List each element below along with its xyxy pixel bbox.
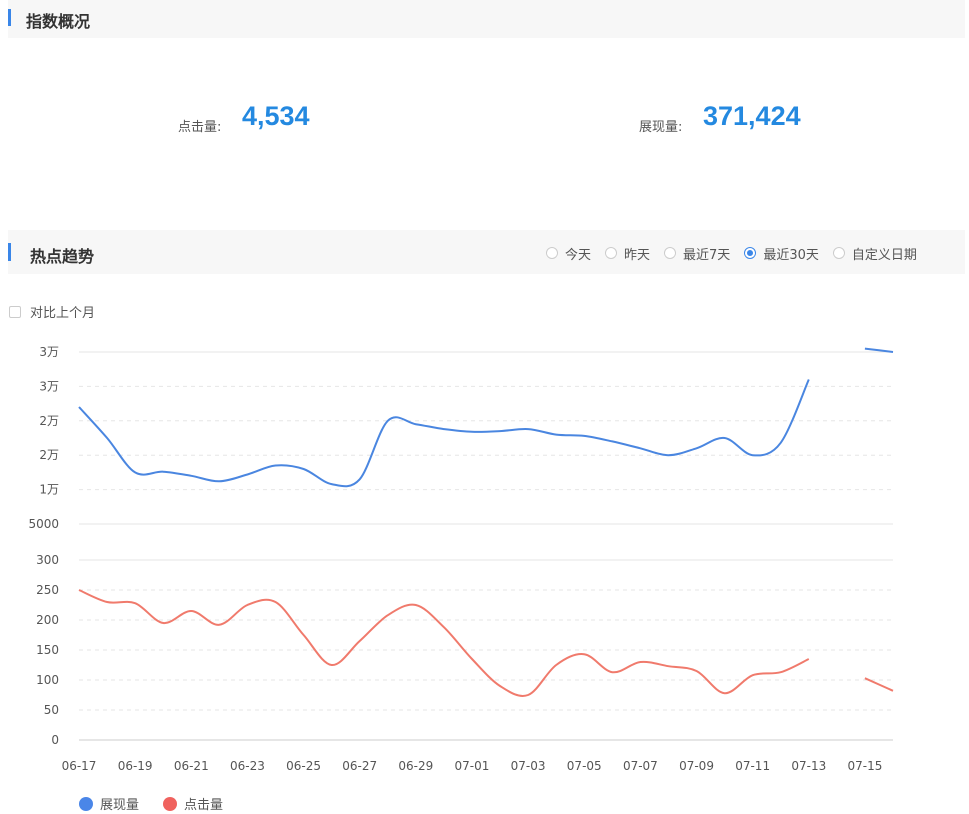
- y-tick-label: 2万: [39, 414, 59, 428]
- x-tick-label: 07-05: [567, 759, 602, 773]
- trend-chart: 5000 1万 2万 2万 3万 3万 0 50 100 150 200 250 300 06-17 06-…: [28, 345, 894, 773]
- range-option-label: 今天: [565, 247, 592, 263]
- impressions-label: 展现量:: [639, 120, 683, 135]
- x-tick-label: 06-17: [62, 759, 97, 773]
- legend-label: 点击量: [184, 798, 224, 813]
- radio-unchecked-icon[interactable]: [605, 247, 618, 259]
- x-tick-label: 07-09: [679, 759, 714, 773]
- legend-impressions[interactable]: 展现量: [79, 794, 139, 813]
- y-tick-label: 3万: [39, 379, 59, 393]
- range-option[interactable]: 最近7天: [664, 244, 730, 263]
- series-line-impressions: [78, 347, 894, 488]
- clicks-value: 4,534: [242, 101, 310, 131]
- x-tick-label: 07-13: [791, 759, 826, 773]
- compare-label: 对比上个月: [30, 306, 96, 321]
- x-tick-label: 07-07: [623, 759, 658, 773]
- range-option-label: 最近7天: [683, 247, 731, 263]
- compare-last-month-checkbox[interactable]: 对比上个月: [9, 302, 95, 321]
- x-tick-label: 07-11: [735, 759, 770, 773]
- date-range-selector: 今天 昨天 最近7天 最近30天 自定义日期: [546, 243, 931, 263]
- y-tick-label: 0: [51, 733, 59, 747]
- impressions-dot-icon: [79, 796, 93, 811]
- radio-unchecked-icon[interactable]: [546, 247, 558, 259]
- x-tick-label: 06-29: [398, 759, 433, 773]
- clicks-dot-icon: [163, 796, 178, 811]
- y-tick-label: 1万: [39, 483, 59, 497]
- y-tick-label: 300: [36, 553, 59, 567]
- trend-title: 热点趋势: [30, 247, 95, 266]
- clicks-label: 点击量:: [178, 120, 222, 135]
- y-tick-label: 5000: [28, 517, 59, 531]
- series-line-clicks: [78, 589, 894, 697]
- section-accent-bar: [8, 243, 11, 261]
- x-tick-label: 07-15: [847, 759, 882, 773]
- y-tick-label: 2万: [39, 448, 59, 462]
- range-option[interactable]: 昨天: [605, 244, 650, 263]
- radio-checked-icon[interactable]: [744, 247, 757, 259]
- overview-title: 指数概况: [26, 12, 91, 31]
- range-option-label: 自定义日期: [851, 247, 917, 263]
- x-tick-label: 06-25: [286, 759, 321, 773]
- range-option[interactable]: 今天: [546, 244, 591, 263]
- x-tick-label: 06-19: [118, 759, 153, 773]
- range-option-label: 最近30天: [763, 247, 819, 263]
- x-tick-label: 06-27: [342, 759, 377, 773]
- range-option[interactable]: 自定义日期: [832, 244, 917, 263]
- y-tick-label: 100: [36, 673, 59, 687]
- impressions-value: 371,424: [703, 101, 801, 131]
- overview-header: 指数概况: [8, 0, 965, 38]
- x-tick-label: 06-21: [174, 759, 209, 773]
- y-tick-label: 50: [44, 703, 59, 717]
- y-tick-label: 150: [36, 643, 59, 657]
- checkbox-box[interactable]: [9, 305, 21, 318]
- radio-unchecked-icon[interactable]: [664, 247, 677, 259]
- section-accent-bar: [8, 9, 11, 26]
- range-option-label: 昨天: [624, 247, 651, 263]
- x-tick-label: 07-01: [455, 759, 490, 773]
- chart-legend: 展现量 点击量: [79, 794, 247, 813]
- radio-unchecked-icon[interactable]: [832, 247, 845, 259]
- x-tick-label: 07-03: [511, 759, 546, 773]
- y-tick-label: 200: [36, 613, 59, 627]
- x-tick-label: 06-23: [230, 759, 265, 773]
- y-tick-label: 3万: [39, 345, 59, 359]
- trend-header: 热点趋势: [8, 230, 965, 274]
- legend-clicks[interactable]: 点击量: [163, 794, 223, 813]
- legend-label: 展现量: [100, 798, 140, 813]
- range-option[interactable]: 最近30天: [744, 244, 819, 263]
- y-tick-label: 250: [36, 583, 59, 597]
